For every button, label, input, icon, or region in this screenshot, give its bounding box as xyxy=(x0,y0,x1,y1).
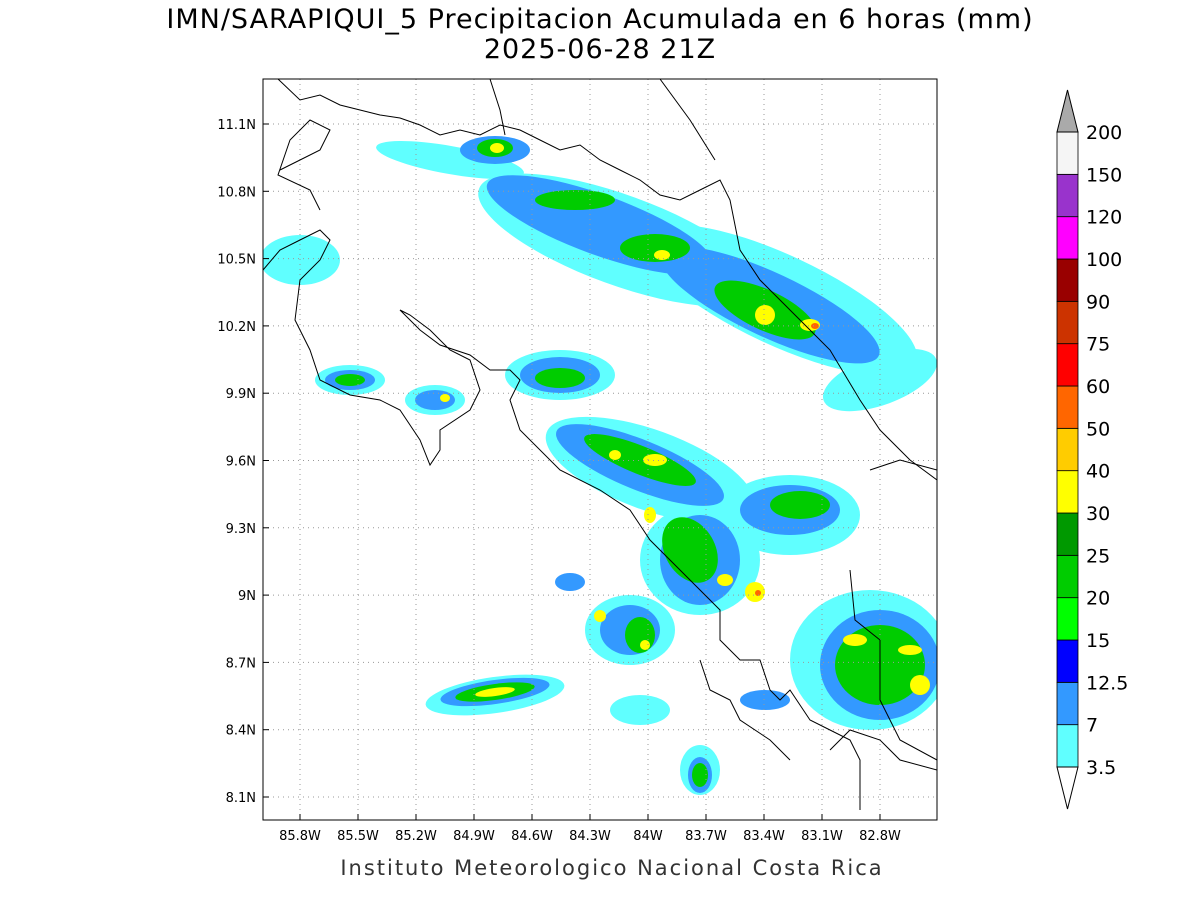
colorbar: 3.5 7 12.5 15 20 25 30 40 50 60 75 90 100 120 150 200 xyxy=(1056,89,1128,810)
colorbar-label: 3.5 xyxy=(1086,757,1116,779)
colorbar-band xyxy=(1056,554,1079,599)
lat-label: 8.1N xyxy=(226,791,256,806)
lat-label: 11.1N xyxy=(217,118,256,133)
colorbar-label: 60 xyxy=(1086,376,1110,398)
graticule: 11.1N 10.8N 10.5N 10.2N 9.9N 9.6N 9.3N 9N 8.7N 8.… xyxy=(217,79,937,844)
lat-label: 8.7N xyxy=(226,656,256,671)
colorbar-band xyxy=(1056,681,1079,726)
colorbar-label: 25 xyxy=(1086,545,1110,567)
lon-label: 84.3W xyxy=(569,829,611,844)
colorbar-label: 30 xyxy=(1086,503,1110,525)
colorbar-label: 15 xyxy=(1086,630,1110,652)
lat-label: 10.8N xyxy=(217,185,256,200)
colorbar-band xyxy=(1056,300,1079,345)
lon-label: 83.1W xyxy=(801,829,843,844)
colorbar-label: 200 xyxy=(1086,122,1122,144)
colorbar-over xyxy=(1056,89,1079,133)
colorbar-band xyxy=(1056,427,1079,472)
colorbar-band xyxy=(1056,258,1079,302)
lon-label: 85.5W xyxy=(337,829,379,844)
colorbar-under xyxy=(1056,766,1079,810)
colorbar-label: 40 xyxy=(1086,461,1110,483)
colorbar-label: 7 xyxy=(1086,715,1098,737)
subtitle: 2025-06-28 21Z xyxy=(484,34,716,65)
colorbar-band xyxy=(1056,216,1079,260)
coastline xyxy=(263,79,937,810)
lat-label: 9.3N xyxy=(226,522,256,537)
lon-label: 82.8W xyxy=(859,829,901,844)
colorbar-label: 150 xyxy=(1086,164,1122,186)
lat-label: 9N xyxy=(238,589,256,604)
colorbar-band xyxy=(1056,639,1079,683)
colorbar-label: 20 xyxy=(1086,588,1110,610)
lon-label: 83.4W xyxy=(743,829,785,844)
colorbar-label: 12.5 xyxy=(1086,672,1128,694)
lat-label: 9.6N xyxy=(226,455,256,470)
lon-label: 84.9W xyxy=(453,829,495,844)
colorbar-label: 75 xyxy=(1086,334,1110,356)
colorbar-band xyxy=(1056,597,1079,641)
colorbar-band xyxy=(1056,724,1079,768)
lon-label: 85.8W xyxy=(279,829,321,844)
lon-label: 84W xyxy=(633,829,663,844)
lat-label: 10.2N xyxy=(217,320,256,335)
footer: Instituto Meteorologico Nacional Costa R… xyxy=(340,856,883,880)
colorbar-label: 100 xyxy=(1086,249,1122,271)
colorbar-band xyxy=(1056,385,1079,429)
map-frame xyxy=(262,78,938,821)
lat-label: 8.4N xyxy=(226,724,256,739)
lat-label: 10.5N xyxy=(217,253,256,268)
colorbar-label: 90 xyxy=(1086,291,1110,313)
precip-field xyxy=(263,136,937,795)
lon-label: 83.7W xyxy=(685,829,727,844)
colorbar-label: 120 xyxy=(1086,207,1122,229)
colorbar-band xyxy=(1056,173,1079,218)
title: IMN/SARAPIQUI_5 Precipitacion Acumulada … xyxy=(166,4,1033,35)
colorbar-band xyxy=(1056,512,1079,556)
lat-label: 9.9N xyxy=(226,387,256,402)
lon-label: 85.2W xyxy=(395,829,437,844)
colorbar-band xyxy=(1056,343,1079,387)
colorbar-band xyxy=(1056,470,1079,514)
colorbar-label: 50 xyxy=(1086,418,1110,440)
colorbar-band xyxy=(1056,131,1079,175)
lon-label: 84.6W xyxy=(511,829,553,844)
